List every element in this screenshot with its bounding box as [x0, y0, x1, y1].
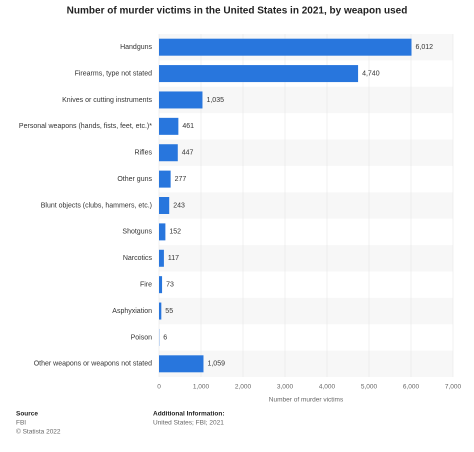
row-stripe	[159, 350, 453, 377]
value-label: 277	[175, 176, 187, 183]
info-heading: Additional Information:	[153, 411, 225, 418]
x-tick-label: 3,000	[277, 384, 294, 391]
y-tick-label: Firearms, type not stated	[75, 70, 153, 77]
row-stripe	[159, 86, 453, 114]
y-tick-label: Fire	[140, 281, 152, 288]
value-label: 447	[182, 150, 194, 157]
row-stripe	[159, 245, 453, 272]
value-label: 243	[173, 202, 185, 209]
row-stripe	[159, 139, 453, 166]
y-tick-label: Asphyxiation	[112, 308, 152, 315]
y-tick-label: Rifles	[134, 150, 152, 157]
y-tick-label: Blunt objects (clubs, hammers, etc.)	[41, 202, 152, 209]
x-tick-label: 7,000	[445, 384, 462, 391]
value-label: 1,035	[206, 97, 224, 104]
bar	[159, 302, 162, 320]
bar	[159, 91, 203, 109]
y-tick-label: Other guns	[117, 176, 152, 183]
y-tick-label: Other weapons or weapons not stated	[34, 361, 152, 368]
bar	[159, 355, 204, 373]
value-label: 117	[168, 255, 179, 262]
info: United States; FBI; 2021	[153, 420, 224, 427]
y-tick-label: Personal weapons (hands, fists, feet, et…	[19, 123, 152, 130]
x-tick-label: 0	[157, 384, 161, 391]
row-stripe	[159, 192, 453, 219]
x-axis-label: Number of murder victims	[269, 397, 344, 404]
value-label: 461	[182, 123, 194, 130]
y-tick-label: Knives or cutting instruments	[62, 97, 152, 104]
value-label: 152	[169, 229, 181, 236]
bar	[159, 249, 164, 267]
bar	[159, 144, 178, 162]
bar	[159, 170, 171, 188]
x-tick-label: 1,000	[193, 384, 210, 391]
value-label: 6	[163, 334, 167, 341]
value-label: 55	[165, 308, 173, 315]
value-label: 4,740	[362, 70, 380, 77]
bar	[159, 197, 170, 214]
y-tick-label: Shotguns	[122, 229, 152, 236]
x-tick-label: 5,000	[361, 384, 378, 391]
x-tick-label: 6,000	[403, 384, 420, 391]
copyright: © Statista 2022	[16, 428, 61, 436]
source-heading: Source	[16, 411, 38, 418]
y-tick-label: Poison	[131, 334, 153, 341]
bar	[159, 38, 412, 56]
y-tick-label: Handguns	[120, 44, 152, 51]
x-tick-label: 4,000	[319, 384, 336, 391]
source: FBI	[16, 420, 26, 427]
value-label: 1,059	[207, 361, 225, 368]
value-label: 6,012	[416, 44, 434, 51]
row-stripe	[159, 297, 453, 325]
y-tick-label: Narcotics	[123, 255, 153, 262]
bar	[159, 223, 166, 241]
bar	[159, 117, 179, 135]
x-tick-label: 2,000	[235, 384, 252, 391]
value-label: 73	[166, 281, 174, 288]
bar	[159, 65, 359, 83]
bar	[159, 276, 163, 294]
chart-title: Number of murder victims in the United S…	[67, 6, 408, 17]
